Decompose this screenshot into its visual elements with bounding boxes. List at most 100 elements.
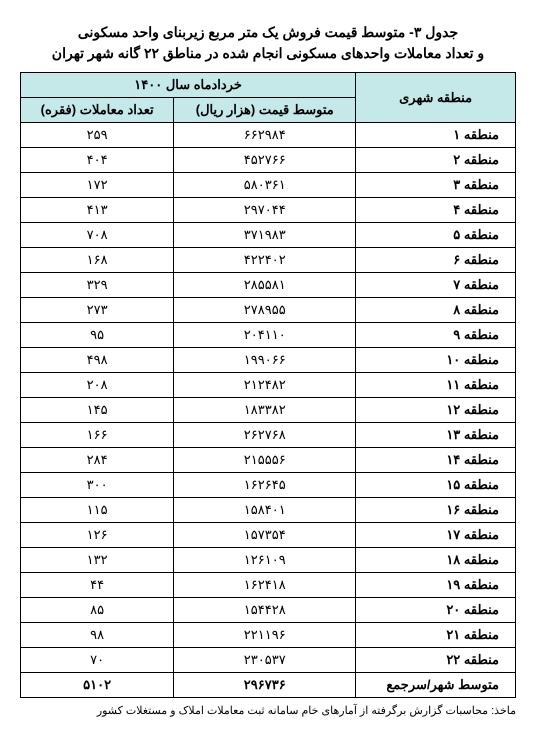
cell-region: منطقه ۷ [356,273,516,298]
table-row: منطقه ۱۴۲۱۵۵۵۶۲۸۴ [21,448,516,473]
cell-region-total: متوسط شهر/سرجمع [356,673,516,698]
report-container: جدول ۳- متوسط قیمت فروش یک متر مربع زیرب… [20,24,516,717]
cell-region: منطقه ۲۲ [356,648,516,673]
cell-price: ۲۳۰۵۳۷ [174,648,356,673]
cell-region: منطقه ۱ [356,123,516,148]
table-row: منطقه ۷۲۸۵۵۸۱۳۲۹ [21,273,516,298]
cell-trans: ۱۳۲ [21,548,174,573]
cell-price: ۶۶۲۹۸۴ [174,123,356,148]
cell-region: منطقه ۲۰ [356,598,516,623]
cell-trans: ۱۶۶ [21,423,174,448]
cell-trans: ۱۱۵ [21,498,174,523]
cell-trans: ۳۲۹ [21,273,174,298]
table-row: منطقه ۱۱۲۱۲۴۸۲۲۰۸ [21,373,516,398]
cell-price: ۲۹۷۰۴۴ [174,198,356,223]
cell-price: ۱۹۹۰۶۶ [174,348,356,373]
cell-region: منطقه ۲ [356,148,516,173]
cell-region: منطقه ۱۳ [356,423,516,448]
cell-region: منطقه ۶ [356,248,516,273]
cell-region: منطقه ۱۵ [356,473,516,498]
price-table: منطقه شهری خردادماه سال ۱۴۰۰ متوسط قیمت … [20,72,516,698]
col-header-price: متوسط قیمت (هزار ریال) [174,98,356,123]
cell-trans: ۲۵۹ [21,123,174,148]
cell-trans: ۸۵ [21,598,174,623]
cell-price: ۱۲۶۱۰۹ [174,548,356,573]
cell-trans: ۳۰۰ [21,473,174,498]
cell-region: منطقه ۱۶ [356,498,516,523]
cell-price: ۲۷۸۹۵۵ [174,298,356,323]
cell-region: منطقه ۱۱ [356,373,516,398]
table-row: منطقه ۸۲۷۸۹۵۵۲۷۳ [21,298,516,323]
table-row: منطقه ۱۶۱۵۸۴۰۱۱۱۵ [21,498,516,523]
table-row-total: متوسط شهر/سرجمع۲۹۶۷۳۶۵۱۰۲ [21,673,516,698]
table-row: منطقه ۱۸۱۲۶۱۰۹۱۳۲ [21,548,516,573]
cell-region: منطقه ۱۴ [356,448,516,473]
cell-region: منطقه ۲۱ [356,623,516,648]
cell-trans: ۲۷۳ [21,298,174,323]
table-row: منطقه ۲۰۱۵۴۴۲۸۸۵ [21,598,516,623]
footnote: ماخذ: محاسبات گزارش برگرفته از آمارهای خ… [20,704,516,717]
table-row: منطقه ۴۲۹۷۰۴۴۴۱۳ [21,198,516,223]
table-row: منطقه ۲۲۲۳۰۵۳۷۷۰ [21,648,516,673]
cell-price-total: ۲۹۶۷۳۶ [174,673,356,698]
cell-price: ۱۵۸۴۰۱ [174,498,356,523]
cell-trans: ۴۴ [21,573,174,598]
table-row: منطقه ۲۴۵۲۷۶۶۴۰۴ [21,148,516,173]
table-row: منطقه ۹۲۰۴۱۱۰۹۵ [21,323,516,348]
cell-trans: ۱۶۸ [21,248,174,273]
cell-region: منطقه ۱۷ [356,523,516,548]
cell-region: منطقه ۱۹ [356,573,516,598]
cell-price: ۲۱۵۵۵۶ [174,448,356,473]
cell-price: ۲۲۱۱۹۶ [174,623,356,648]
cell-region: منطقه ۵ [356,223,516,248]
cell-price: ۴۲۲۴۰۲ [174,248,356,273]
col-header-region: منطقه شهری [356,73,516,123]
cell-trans: ۴۱۳ [21,198,174,223]
table-row: منطقه ۵۳۷۱۹۸۳۷۰۸ [21,223,516,248]
cell-trans: ۴۰۴ [21,148,174,173]
title-line-1: جدول ۳- متوسط قیمت فروش یک متر مربع زیرب… [20,24,516,41]
table-row: منطقه ۱۷۱۵۷۳۵۴۱۲۶ [21,523,516,548]
table-row: منطقه ۱۶۶۲۹۸۴۲۵۹ [21,123,516,148]
cell-price: ۲۶۲۷۶۸ [174,423,356,448]
cell-trans: ۱۴۵ [21,398,174,423]
table-row: منطقه ۱۵۱۶۲۶۴۵۳۰۰ [21,473,516,498]
cell-trans: ۱۷۲ [21,173,174,198]
cell-trans: ۹۵ [21,323,174,348]
cell-region: منطقه ۹ [356,323,516,348]
cell-region: منطقه ۸ [356,298,516,323]
cell-price: ۲۰۴۱۱۰ [174,323,356,348]
table-row: منطقه ۱۳۲۶۲۷۶۸۱۶۶ [21,423,516,448]
col-header-trans: تعداد معاملات (فقره) [21,98,174,123]
cell-price: ۲۱۲۴۸۲ [174,373,356,398]
cell-trans: ۲۸۴ [21,448,174,473]
cell-price: ۳۷۱۹۸۳ [174,223,356,248]
table-row: منطقه ۶۴۲۲۴۰۲۱۶۸ [21,248,516,273]
cell-region: منطقه ۱۲ [356,398,516,423]
period-header: خردادماه سال ۱۴۰۰ [21,73,356,98]
table-row: منطقه ۲۱۲۲۱۱۹۶۹۸ [21,623,516,648]
cell-price: ۱۵۷۳۵۴ [174,523,356,548]
cell-region: منطقه ۳ [356,173,516,198]
cell-trans: ۱۲۶ [21,523,174,548]
cell-region: منطقه ۱۰ [356,348,516,373]
cell-price: ۱۶۲۴۱۸ [174,573,356,598]
table-row: منطقه ۱۲۱۸۳۳۸۲۱۴۵ [21,398,516,423]
table-row: منطقه ۱۹۱۶۲۴۱۸۴۴ [21,573,516,598]
cell-trans: ۹۸ [21,623,174,648]
cell-region: منطقه ۱۸ [356,548,516,573]
cell-trans: ۲۰۸ [21,373,174,398]
table-row: منطقه ۳۵۸۰۳۶۱۱۷۲ [21,173,516,198]
cell-trans: ۴۹۸ [21,348,174,373]
cell-price: ۱۶۲۶۴۵ [174,473,356,498]
cell-price: ۱۵۴۴۲۸ [174,598,356,623]
table-row: منطقه ۱۰۱۹۹۰۶۶۴۹۸ [21,348,516,373]
cell-trans-total: ۵۱۰۲ [21,673,174,698]
title-line-2: و تعداد معاملات واحدهای مسکونی انجام شده… [20,45,516,62]
cell-trans: ۷۰۸ [21,223,174,248]
cell-price: ۵۸۰۳۶۱ [174,173,356,198]
cell-price: ۲۸۵۵۸۱ [174,273,356,298]
cell-price: ۱۸۳۳۸۲ [174,398,356,423]
cell-trans: ۷۰ [21,648,174,673]
cell-region: منطقه ۴ [356,198,516,223]
